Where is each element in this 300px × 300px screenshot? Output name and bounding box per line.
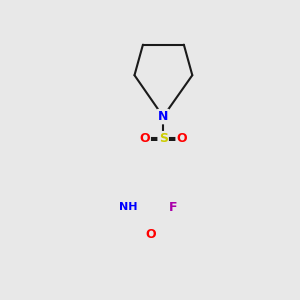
Text: F: F: [169, 201, 178, 214]
Text: O: O: [139, 132, 150, 145]
Text: N: N: [158, 110, 168, 123]
Text: NH: NH: [119, 202, 137, 212]
Text: S: S: [159, 132, 168, 145]
Text: O: O: [146, 228, 156, 241]
Text: O: O: [177, 132, 187, 145]
